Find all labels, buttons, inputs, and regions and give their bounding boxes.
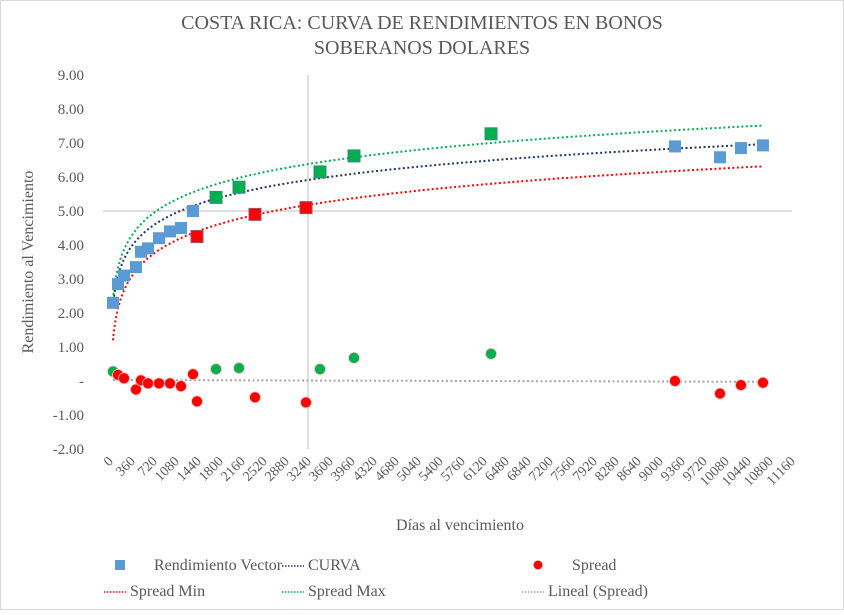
spread-point — [735, 379, 747, 391]
spread-point — [249, 391, 261, 404]
spread-point — [210, 363, 222, 376]
y-tick-label: -2.00 — [53, 442, 84, 458]
rendimiento-vector-point — [232, 180, 246, 194]
y-tick-label: 2.00 — [58, 306, 84, 322]
rendimiento-vector-point — [714, 151, 727, 164]
spread-point — [669, 375, 681, 387]
legend-label: Spread — [572, 557, 616, 574]
y-tick-label: 6.00 — [58, 170, 84, 186]
legend-label: Spread Max — [308, 583, 386, 600]
spread-point — [142, 377, 154, 390]
rendimiento-vector-point — [484, 127, 498, 141]
x-axis-label: Días al vencimiento — [396, 517, 524, 534]
rendimiento-vector-point — [668, 140, 681, 153]
rendimiento-vector-point — [129, 261, 142, 274]
rendimiento-vector-point — [153, 232, 166, 245]
rendimiento-vector-point — [190, 230, 204, 243]
y-tick-label: 1.00 — [58, 340, 84, 356]
legend-label: Rendimiento Vector — [154, 557, 283, 574]
trendline-spread-max — [112, 124, 764, 300]
y-axis-label: Rendimiento al Vencimiento — [20, 171, 37, 354]
spread-point — [233, 362, 245, 374]
rendimiento-vector-point — [347, 149, 361, 163]
legend-label: CURVA — [308, 557, 361, 574]
spread-point — [314, 363, 326, 376]
rendimiento-vector-point — [142, 242, 155, 255]
spread-point — [118, 372, 130, 385]
rendimiento-vector-point — [209, 190, 223, 204]
rendimiento-vector-point — [248, 207, 262, 221]
y-tick-label: - — [79, 374, 84, 390]
spread-point — [714, 387, 726, 400]
rendimiento-vector-point — [313, 165, 327, 179]
legend-square-icon — [115, 560, 125, 570]
spread-point — [164, 377, 176, 390]
spread-point — [485, 347, 497, 360]
chart-title-line-1: COSTA RICA: CURVA DE RENDIMIENTOS EN BON… — [181, 12, 663, 34]
y-tick-label: 4.00 — [58, 238, 84, 254]
y-tick-label: 7.00 — [58, 136, 84, 152]
spread-point — [348, 351, 360, 364]
legend-circle-icon — [533, 560, 543, 570]
rendimiento-vector-point — [106, 296, 119, 309]
y-tick-label: -1.00 — [53, 408, 84, 424]
spread-point — [300, 396, 312, 409]
y-tick-label: 3.00 — [58, 272, 84, 288]
y-tick-label: 8.00 — [58, 102, 84, 118]
chart-title-line-2: SOBERANOS DOLARES — [314, 37, 530, 59]
legend-label: Lineal (Spread) — [548, 583, 648, 600]
spread-point — [175, 380, 187, 393]
spread-point — [153, 377, 165, 390]
y-tick-label: 5.00 — [58, 204, 84, 220]
spread-point — [191, 395, 203, 408]
legend: Rendimiento Vector CURVA Spread Spread Min S… — [104, 557, 648, 600]
rendimiento-vector-point — [164, 225, 177, 238]
rendimiento-vector-point — [175, 222, 188, 234]
rendimiento-vector-point — [186, 205, 199, 217]
trendline-spread-min — [112, 165, 764, 341]
y-tick-label: 9.00 — [58, 68, 84, 84]
rendimiento-vector-point — [134, 245, 147, 258]
rendimiento-vector-point — [756, 139, 769, 152]
legend-label: Spread Min — [130, 583, 205, 600]
rendimiento-vector-point — [117, 269, 130, 282]
spread-point — [757, 376, 769, 389]
spread-point — [130, 383, 142, 396]
rendimiento-vector-point — [734, 142, 747, 155]
spread-point — [187, 368, 199, 381]
rendimiento-vector-point — [299, 201, 313, 215]
